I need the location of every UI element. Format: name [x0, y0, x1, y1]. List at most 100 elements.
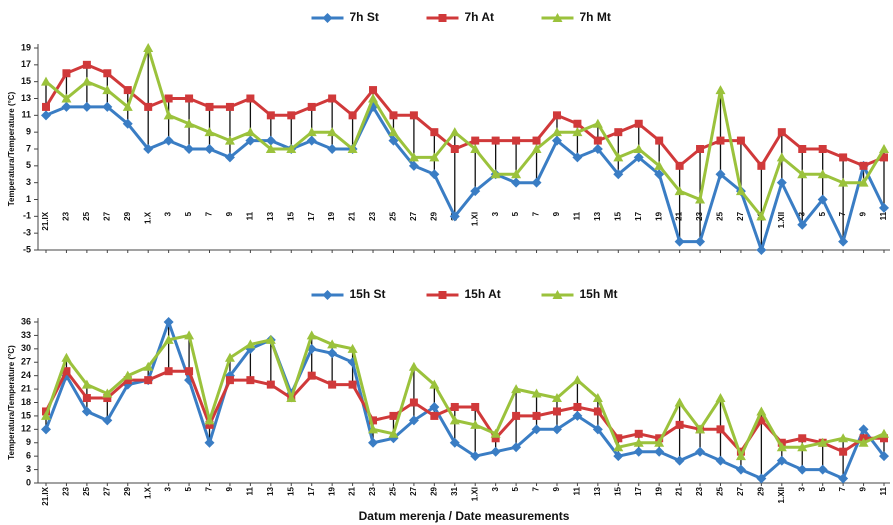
marker [593, 136, 602, 145]
marker [41, 424, 51, 435]
marker [838, 433, 849, 443]
marker [757, 161, 766, 170]
marker [322, 290, 333, 300]
x-tick-label: 25 [389, 211, 398, 220]
marker [184, 330, 195, 340]
x-tick-label: 27 [409, 211, 418, 220]
marker [265, 135, 276, 146]
x-tick-label: 25 [716, 211, 725, 220]
marker [225, 376, 234, 385]
marker [368, 437, 379, 448]
marker [368, 424, 379, 434]
marker [102, 85, 113, 95]
marker [573, 119, 582, 128]
marker [164, 367, 173, 376]
marker [470, 186, 481, 197]
marker [408, 361, 419, 371]
marker [491, 136, 500, 145]
x-tick-label: 3 [797, 486, 806, 491]
marker [817, 464, 828, 475]
marker [389, 111, 398, 120]
marker [776, 177, 787, 188]
marker [42, 102, 50, 111]
y-axis-label: Temperatura/Temperature (°C) [7, 91, 16, 206]
marker [430, 411, 439, 420]
marker [572, 152, 583, 163]
marker [123, 86, 132, 95]
marker [81, 101, 92, 112]
marker [429, 401, 440, 412]
marker [552, 407, 561, 416]
marker [593, 407, 602, 416]
y-tick-label: 19 [21, 42, 31, 52]
x-tick-label: 5 [184, 211, 193, 216]
marker [551, 135, 562, 146]
marker [449, 211, 460, 222]
marker [716, 136, 725, 145]
y-tick-label: 27 [21, 357, 31, 367]
marker [839, 153, 848, 162]
marker [592, 424, 603, 435]
x-tick-label: 15 [286, 211, 295, 220]
marker [102, 101, 113, 112]
legend-label: 7h At [465, 10, 495, 24]
marker [531, 424, 542, 435]
marker [695, 194, 706, 204]
marker [471, 402, 480, 411]
marker [858, 177, 869, 187]
marker [61, 352, 72, 362]
x-tick-label: 29 [123, 486, 132, 495]
marker [613, 152, 624, 162]
x-tick-label: 23 [695, 486, 704, 495]
marker [511, 442, 522, 453]
x-tick-label: 27 [736, 486, 745, 495]
marker [246, 94, 255, 103]
marker [633, 144, 644, 153]
x-tick-label: 19 [654, 211, 663, 220]
marker [552, 111, 561, 120]
x-tick-label: 13 [266, 211, 275, 220]
marker [41, 110, 51, 121]
x-tick-label: 9 [225, 486, 234, 491]
marker [532, 136, 541, 145]
x-tick-label: 17 [634, 211, 643, 220]
marker [798, 434, 807, 443]
marker [224, 352, 235, 362]
x-tick-label: 27 [409, 486, 418, 495]
marker [715, 393, 726, 403]
marker [797, 442, 808, 452]
marker [450, 402, 459, 411]
x-tick-label: 5 [818, 211, 827, 216]
marker [511, 384, 522, 394]
legend-label: 7h St [350, 10, 379, 24]
marker [797, 464, 808, 475]
marker [798, 145, 807, 153]
x-tick-label: 9 [552, 211, 561, 216]
marker [654, 446, 665, 457]
marker [82, 394, 91, 403]
marker [163, 110, 174, 120]
y-tick-label: 15 [21, 410, 31, 420]
marker [81, 379, 92, 389]
marker [204, 437, 215, 448]
x-tick-label: 19 [327, 486, 336, 495]
marker [838, 177, 849, 187]
y-axis-label: Temperatura/Temperature (°C) [7, 345, 16, 460]
legend-label: 7h Mt [580, 10, 611, 24]
marker [184, 144, 195, 154]
marker [388, 127, 399, 137]
marker [879, 202, 889, 213]
marker [61, 101, 72, 112]
y-tick-label: 33 [21, 330, 31, 340]
marker [369, 86, 378, 95]
x-tick-label: 1.XI [470, 487, 479, 501]
marker [858, 437, 869, 447]
marker [471, 136, 480, 145]
marker [511, 169, 522, 179]
marker [490, 446, 501, 457]
x-tick-label: 23 [62, 486, 71, 495]
marker [224, 152, 235, 163]
marker [797, 219, 808, 230]
x-tick-label: 19 [327, 211, 336, 220]
y-tick-label: 18 [21, 397, 31, 407]
